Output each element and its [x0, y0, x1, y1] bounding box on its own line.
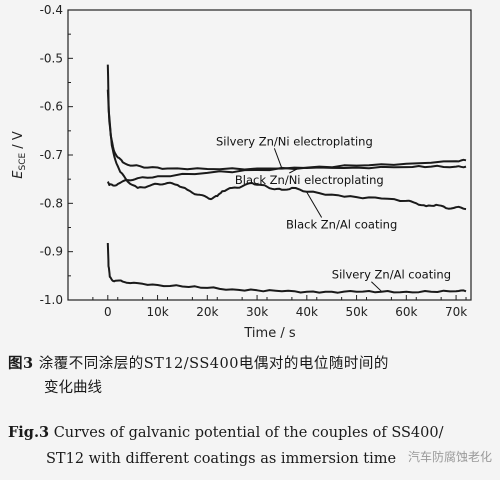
svg-text:ESCE / V: ESCE / V: [11, 131, 28, 179]
caption-en-line2: ST12 with different coatings as immersio…: [46, 451, 397, 467]
caption-cn-label: 图3: [8, 355, 34, 372]
caption-cn-line1: 图3 涂覆不同涂层的ST12/SS400电偶对的电位随时间的: [8, 352, 389, 373]
chart-plot: 0 10k 20k 30k 40k 50k 60k 70k -1.0-0.9-0.8-0.7-…: [11, 3, 472, 341]
caption-en-text1: Curves of galvanic potential of the coup…: [53, 425, 444, 441]
caption-cn-line2: 变化曲线: [44, 380, 102, 396]
annotation-label: Silvery Zn/Al coating: [332, 268, 451, 282]
x-tick-label: 0: [104, 305, 112, 319]
caption-cn-text1: 涂覆不同涂层的ST12/SS400电偶对的电位随时间的: [38, 356, 389, 372]
y-tick-label: -0.8: [40, 196, 63, 210]
x-tick-label: 50k: [345, 305, 367, 319]
annotations: Silvery Zn/Ni electroplating Black Zn/Ni …: [216, 134, 451, 292]
caption-en-label: Fig.3: [8, 424, 50, 441]
x-axis-ticks: 0 10k 20k 30k 40k 50k 60k 70k: [67, 295, 467, 319]
x-tick-label: 20k: [196, 305, 218, 319]
annotation-label: Black Zn/Ni electroplating: [235, 173, 384, 187]
x-tick-label: 30k: [246, 305, 268, 319]
y-axis-label-group: ESCE / V: [11, 131, 28, 179]
series-line-silvery-zn-al-coating: [106, 242, 467, 294]
plot-frame: [67, 9, 472, 301]
annotation-pointer: [306, 191, 323, 218]
watermark-text: 汽车防腐蚀老化: [407, 450, 492, 464]
annotation-label: Black Zn/Al coating: [286, 217, 397, 231]
y-axis-ticks: -1.0 -0.9 -0.8 -0.7 -0.6 -0.5 -0.4: [40, 3, 73, 307]
y-tick-label: -0.5: [40, 51, 63, 65]
series-lines: [106, 64, 467, 294]
y-axis-label-main: E: [11, 170, 26, 179]
series-line-silvery-zn-ni-electroplating: [106, 64, 467, 171]
x-axis-label: Time / s: [243, 326, 295, 341]
annotation-label: Silvery Zn/Ni electroplating: [216, 134, 373, 148]
y-tick-label: -0.6: [40, 100, 63, 114]
annotation-pointer: [273, 148, 283, 169]
y-axis-label-unit: / V: [11, 131, 26, 153]
x-tick-label: 70k: [445, 305, 467, 319]
series-line-black-zn-al-coating: [106, 89, 467, 211]
caption-en-line1: Fig.3 Curves of galvanic potential of th…: [8, 424, 444, 441]
annotation-pointer: [289, 168, 298, 174]
y-axis-label-sub: SCE: [18, 153, 28, 171]
x-tick-label: 60k: [395, 305, 417, 319]
y-tick-label: -0.9: [40, 245, 63, 259]
annotation-pointer: [371, 281, 382, 292]
y-tick-label: -1.0: [40, 293, 63, 307]
x-tick-label: 10k: [146, 305, 168, 319]
y-tick-label: -0.7: [40, 148, 63, 162]
y-tick-label: -0.4: [40, 3, 63, 17]
x-tick-label: 40k: [296, 305, 318, 319]
series-line-black-zn-ni-electroplating: [106, 158, 467, 187]
